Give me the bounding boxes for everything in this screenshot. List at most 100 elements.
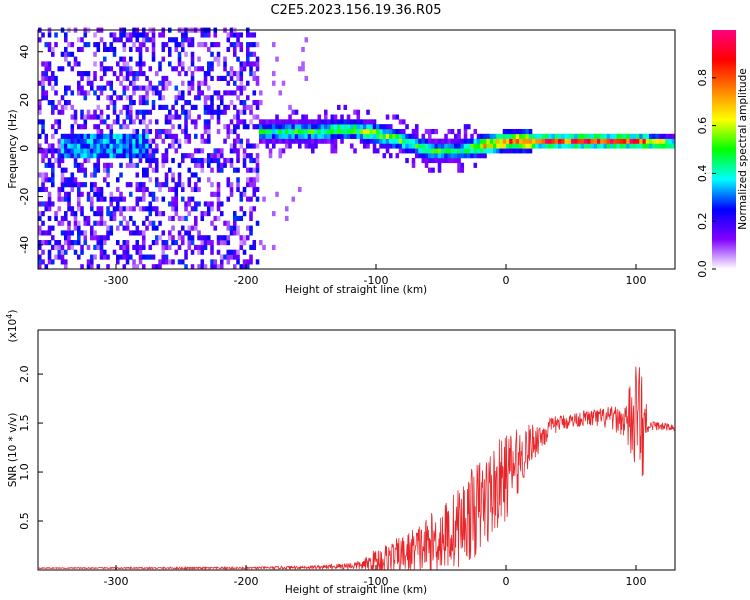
heatmap-cell [450, 148, 455, 154]
heatmap-cell [190, 172, 195, 178]
heatmap-cell [216, 95, 221, 101]
heatmap-cell [138, 196, 143, 202]
heatmap-cell [509, 138, 513, 144]
heatmap-cell [291, 196, 296, 202]
heatmap-cell [496, 133, 500, 139]
heatmap-cell [142, 61, 146, 67]
heatmap-cell [395, 114, 400, 120]
heatmap-cell [233, 264, 237, 270]
heatmap-cell [281, 148, 286, 154]
heatmap-cell [506, 148, 510, 154]
heatmap-cell [60, 220, 65, 226]
heatmap-cell [249, 225, 253, 231]
heatmap-cell [132, 133, 136, 139]
heatmap-cell [158, 211, 162, 217]
heatmap-cell [70, 206, 75, 212]
heatmap-cell [512, 128, 517, 135]
heatmap-cell [109, 143, 114, 149]
heatmap-cell [73, 162, 78, 168]
heatmap-cell [129, 138, 133, 144]
heatmap-cell [64, 51, 68, 57]
heatmap-cell [142, 109, 146, 115]
heatmap-cell [200, 90, 205, 96]
snr-y-ticks: 0.51.01.52.0 [18, 365, 43, 530]
heatmap-cell [106, 124, 110, 130]
heatmap-cell [122, 90, 127, 96]
heatmap-cell [629, 133, 634, 139]
heatmap-cell [499, 148, 504, 154]
heatmap-cell [194, 66, 198, 72]
heatmap-cell [363, 128, 367, 135]
heatmap-cell [610, 138, 614, 144]
heatmap-cell [112, 119, 117, 125]
heatmap-cell [220, 100, 224, 106]
heatmap-cell [177, 230, 182, 236]
heatmap-cell [376, 124, 380, 130]
heatmap-cell [489, 148, 494, 154]
heatmap-cell [47, 75, 52, 81]
heatmap-cell [259, 240, 263, 246]
heatmap-cell [366, 133, 370, 139]
heatmap-cell [145, 95, 149, 101]
heatmap-cell [135, 244, 140, 250]
heatmap-cell [77, 254, 81, 260]
heatmap-cell [99, 191, 104, 197]
heatmap-cell [145, 153, 149, 159]
heatmap-cell [671, 143, 676, 149]
heatmap-cell [73, 119, 78, 125]
heatmap-cell [304, 138, 309, 144]
heatmap-cell [177, 215, 182, 222]
heatmap-cell [223, 254, 227, 260]
heatmap-cell [77, 153, 81, 159]
heatmap-cell [142, 37, 146, 43]
heatmap-cell [129, 66, 133, 72]
heatmap-cell [158, 66, 162, 72]
heatmap-cell [207, 177, 211, 183]
heatmap-cell [265, 133, 270, 139]
heatmap-cell [93, 230, 97, 236]
heatmap-cell [372, 124, 377, 130]
heatmap-cell [135, 201, 140, 207]
heatmap-cell [109, 100, 114, 106]
heatmap-cell [38, 244, 42, 250]
heatmap-cell [259, 128, 263, 135]
heatmap-cell [291, 138, 296, 144]
heatmap-cell [470, 133, 474, 139]
heatmap-cell [148, 220, 153, 226]
heatmap-cell [119, 244, 123, 250]
heatmap-cell [138, 182, 143, 188]
heatmap-cell [51, 259, 55, 265]
heatmap-cell [441, 138, 445, 144]
heatmap-cell [47, 206, 52, 212]
heatmap-cell [129, 133, 133, 139]
heatmap-cell [129, 162, 133, 168]
heatmap-cell [51, 104, 55, 110]
heatmap-cell [51, 85, 55, 91]
heatmap-cell [519, 143, 523, 149]
heatmap-cell [96, 128, 101, 135]
heatmap-cell [125, 61, 130, 67]
heatmap-cell [366, 128, 370, 135]
heatmap-cell [249, 119, 253, 125]
heatmap-cell [132, 148, 136, 154]
heatmap-cell [431, 167, 435, 173]
heatmap-cell [125, 220, 130, 226]
heatmap-cell [64, 32, 68, 38]
heatmap-cell [285, 119, 289, 125]
heatmap-cell [96, 42, 101, 48]
heatmap-cell [86, 143, 91, 149]
heatmap-cell [122, 249, 127, 255]
heatmap-cell [138, 56, 143, 62]
heatmap-cell [496, 148, 500, 154]
heatmap-cell [164, 157, 169, 164]
heatmap-cell [184, 215, 188, 222]
heatmap-cell [441, 143, 445, 149]
heatmap-cell [255, 61, 260, 67]
heatmap-cell [285, 124, 289, 130]
heatmap-cell [64, 153, 68, 159]
heatmap-cell [90, 206, 94, 212]
heatmap-cell [177, 259, 182, 265]
heatmap-cell [41, 128, 45, 135]
heatmap-cell [216, 196, 221, 202]
heatmap-cell [538, 143, 543, 149]
